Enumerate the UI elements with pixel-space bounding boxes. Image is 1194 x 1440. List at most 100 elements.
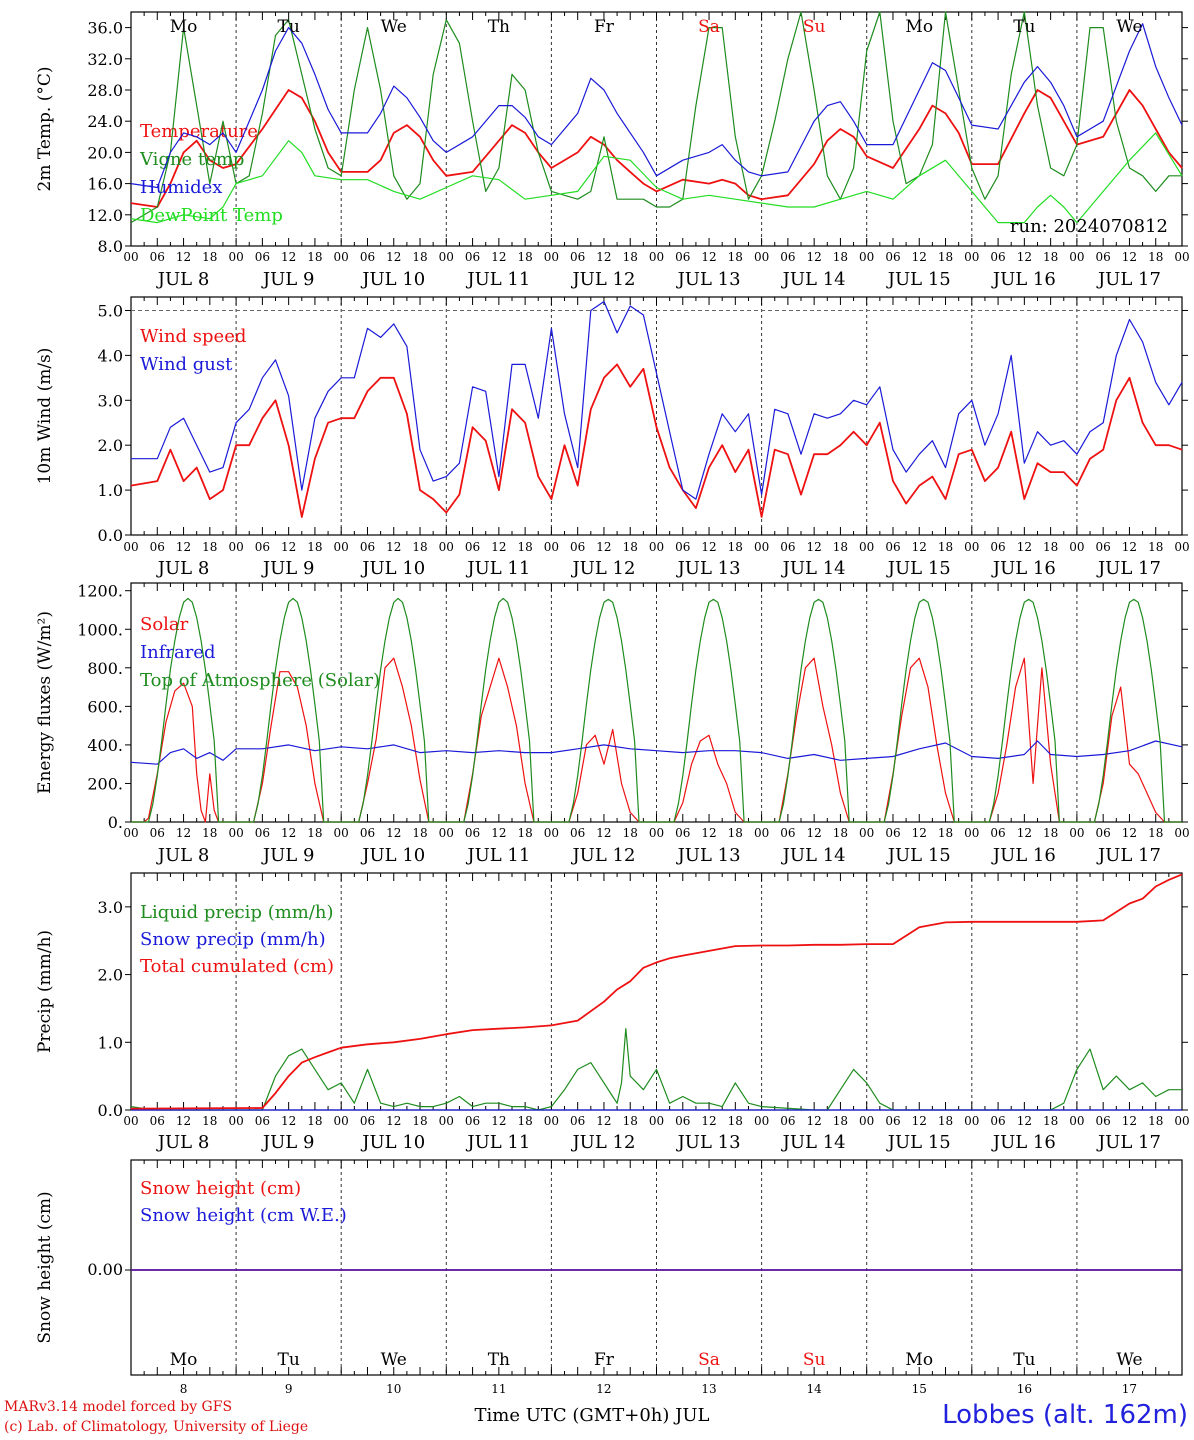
energy-hour-label: 00 (439, 826, 454, 840)
energy-hour-label: 06 (360, 826, 375, 840)
precip-hour-label: 06 (675, 1114, 690, 1128)
precip-hour-label: 12 (701, 1114, 716, 1128)
wind-hour-label: 00 (1069, 540, 1084, 554)
precip-hour-label: 06 (465, 1114, 480, 1128)
snow-day-name: Th (488, 1350, 510, 1370)
snow-day-name: Mo (170, 1350, 198, 1370)
energy-hour-label: 06 (255, 826, 270, 840)
wind-hour-label: 00 (439, 540, 454, 554)
precip-hour-label: 06 (255, 1114, 270, 1128)
wind-hour-label: 06 (570, 540, 585, 554)
wind-ytick-label: 4.0 (98, 346, 123, 365)
temp-day-name: Fr (594, 17, 615, 37)
temp-hour-label: 00 (964, 250, 979, 264)
precip-hour-label: 00 (649, 1114, 664, 1128)
energy-hour-label: 12 (386, 826, 401, 840)
wind-hour-label: 06 (990, 540, 1005, 554)
wind-ytick-label: 1.0 (98, 481, 123, 500)
energy-frame (130, 582, 1183, 823)
temp-hour-label: 00 (228, 250, 243, 264)
wind-date-label: JUL 16 (991, 558, 1056, 579)
precip-hour-label: 06 (990, 1114, 1005, 1128)
snow-day-number: 13 (701, 1382, 716, 1396)
precip-hour-label: 00 (123, 1114, 138, 1128)
wind-date-label: JUL 8 (156, 558, 210, 579)
temp-hour-label: 06 (465, 250, 480, 264)
precip-hour-label: 18 (202, 1114, 217, 1128)
precip-hour-label: 00 (228, 1114, 243, 1128)
energy-hour-label: 06 (570, 826, 585, 840)
temp-hour-label: 06 (570, 250, 585, 264)
energy-hour-label: 06 (150, 826, 165, 840)
precip-hour-label: 12 (1017, 1114, 1032, 1128)
wind-hour-label: 12 (176, 540, 191, 554)
wind-date-label: JUL 12 (570, 558, 635, 579)
energy-date-label: JUL 16 (991, 845, 1056, 866)
temp-legend-temperature: Temperature (140, 121, 258, 142)
wind-ylabel: 10m Wind (m/s) (35, 348, 55, 485)
snow-day-number: 12 (596, 1382, 611, 1396)
energy-hour-label: 00 (123, 826, 138, 840)
energy-hour-label: 06 (465, 826, 480, 840)
snow-day-name: Su (803, 1350, 826, 1370)
energy-hour-label: 00 (1069, 826, 1084, 840)
snow-day-number: 10 (386, 1382, 401, 1396)
precip-hour-label: 12 (491, 1114, 506, 1128)
energy-ytick-label: 0. (108, 813, 123, 832)
precip-hour-label: 00 (964, 1114, 979, 1128)
snow-day-name: Tu (278, 1350, 300, 1370)
temp-date-label: JUL 14 (781, 269, 846, 290)
precip-legend-liquid-precip-mm-h-: Liquid precip (mm/h) (140, 902, 334, 923)
temp-date-label: JUL 17 (1096, 269, 1161, 290)
precip-hour-label: 12 (386, 1114, 401, 1128)
temp-ytick-label: 20.0 (87, 143, 123, 162)
energy-hour-label: 18 (938, 826, 953, 840)
energy-ytick-label: 400. (87, 736, 123, 755)
temp-hour-label: 18 (938, 250, 953, 264)
energy-series-top-of-atmosphere-solar- (131, 597, 1182, 823)
temp-hour-label: 06 (150, 250, 165, 264)
energy-hour-label: 18 (1148, 826, 1163, 840)
precip-date-label: JUL 17 (1096, 1132, 1161, 1153)
precip-legend-total-cumulated-cm-: Total cumulated (cm) (140, 956, 334, 977)
energy-hour-label: 12 (491, 826, 506, 840)
precip-hour-label: 18 (307, 1114, 322, 1128)
precip-date-label: JUL 8 (156, 1132, 210, 1153)
wind-hour-label: 00 (964, 540, 979, 554)
precip-date-label: JUL 11 (465, 1132, 530, 1153)
energy-hour-label: 18 (623, 826, 638, 840)
temp-hour-label: 00 (754, 250, 769, 264)
wind-ytick-label: 5.0 (98, 301, 123, 320)
precip-date-label: JUL 12 (570, 1132, 635, 1153)
energy-hour-label: 12 (281, 826, 296, 840)
energy-date-label: JUL 13 (676, 845, 741, 866)
temp-hour-label: 12 (176, 250, 191, 264)
temp-day-name: Th (488, 17, 510, 37)
wind-hour-label: 12 (912, 540, 927, 554)
precip-hour-label: 18 (728, 1114, 743, 1128)
snow-ytick-label: 0.00 (87, 1260, 123, 1279)
precip-hour-label: 12 (1122, 1114, 1137, 1128)
precip-date-label: JUL 13 (676, 1132, 741, 1153)
wind-hour-label: 00 (1174, 540, 1189, 554)
temp-day-name: Mo (905, 17, 933, 37)
temp-ytick-label: 32.0 (87, 50, 123, 69)
snow-day-name: Mo (905, 1350, 933, 1370)
precip-hour-label: 18 (938, 1114, 953, 1128)
energy-hour-label: 18 (517, 826, 532, 840)
temp-date-label: JUL 8 (156, 269, 210, 290)
energy-date-label: JUL 8 (156, 845, 210, 866)
temp-hour-label: 00 (1069, 250, 1084, 264)
energy-hour-label: 06 (1096, 826, 1111, 840)
precip-hour-label: 00 (439, 1114, 454, 1128)
precip-hour-label: 18 (412, 1114, 427, 1128)
temp-hour-label: 18 (1148, 250, 1163, 264)
wind-hour-label: 00 (754, 540, 769, 554)
temp-hour-label: 06 (990, 250, 1005, 264)
wind-series-wind-speed (130, 363, 1183, 518)
lab-credit: (c) Lab. of Climatology, University of L… (4, 1419, 309, 1435)
wind-hour-label: 06 (780, 540, 795, 554)
precip-hour-label: 06 (570, 1114, 585, 1128)
wind-hour-label: 06 (465, 540, 480, 554)
wind-date-label: JUL 9 (261, 558, 315, 579)
